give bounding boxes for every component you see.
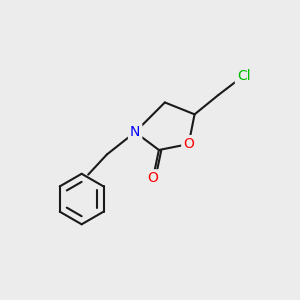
Text: O: O [148,171,158,185]
Text: N: N [130,125,140,139]
Text: Cl: Cl [237,69,250,83]
Text: O: O [183,137,194,151]
